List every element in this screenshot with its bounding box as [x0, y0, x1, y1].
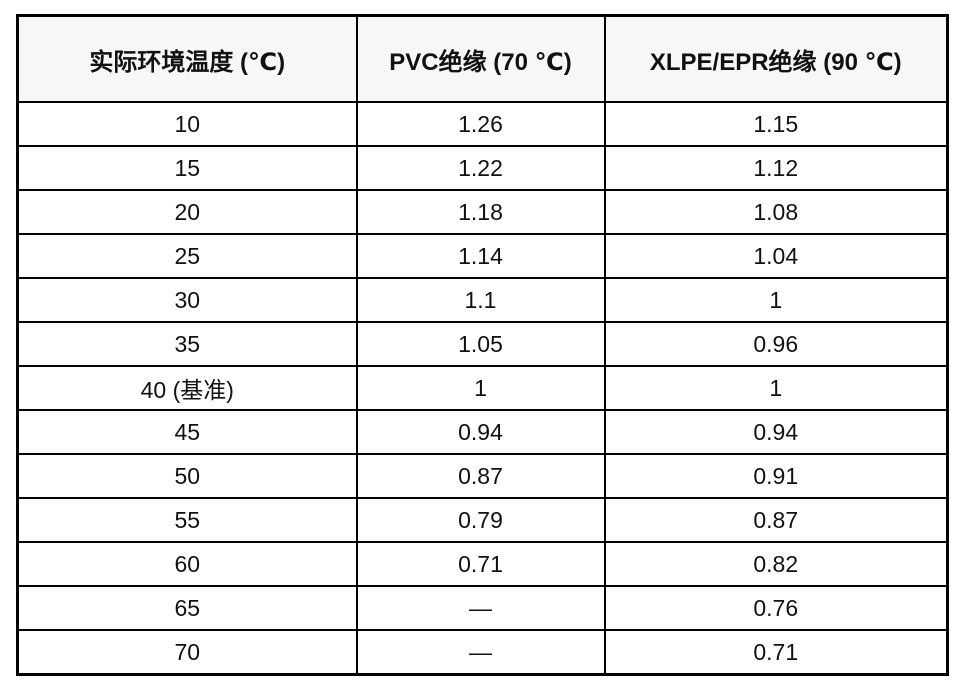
table-row: 55 0.79 0.87 [16, 497, 949, 543]
factor-cell: 1.12 [603, 145, 949, 191]
temperature-cell: 55 [16, 497, 358, 543]
temperature-cell: 60 [16, 541, 358, 587]
factor-cell: 1.26 [355, 101, 606, 147]
table-row: 65—0.76 [16, 585, 949, 631]
factor-cell: 1 [355, 365, 606, 411]
table-row: 25 1.14 1.04 [16, 233, 949, 279]
column-header-pvc-insulation: PVC绝缘 (70 ℃) [355, 14, 606, 103]
column-header-ambient-temperature: 实际环境温度 (℃) [16, 14, 358, 103]
table-row: 60 0.71 0.82 [16, 541, 949, 587]
factor-cell: 1.22 [355, 145, 606, 191]
factor-cell: — [355, 629, 606, 676]
table-row: 15 1.22 1.12 [16, 145, 949, 191]
factor-cell: 0.96 [603, 321, 949, 367]
factor-cell: — [355, 585, 606, 631]
factor-cell: 1.14 [355, 233, 606, 279]
factor-cell: 0.71 [355, 541, 606, 587]
factor-cell: 0.91 [603, 453, 949, 499]
factor-cell: 1.08 [603, 189, 949, 235]
factor-cell: 0.82 [603, 541, 949, 587]
temperature-cell: 25 [16, 233, 358, 279]
table-body: 10 1.26 1.15 15 1.22 1.12 20 1.18 1.08 25 1.14 1.04… [16, 101, 949, 676]
factor-cell: 1.1 [355, 277, 606, 323]
temperature-cell: 70 [16, 629, 358, 676]
table-row: 10 1.26 1.15 [16, 101, 949, 147]
factor-cell: 0.94 [355, 409, 606, 455]
factor-cell: 0.71 [603, 629, 949, 676]
table-row: 50 0.87 0.91 [16, 453, 949, 499]
factor-cell: 1 [603, 365, 949, 411]
factor-cell: 0.87 [603, 497, 949, 543]
factor-cell: 1.15 [603, 101, 949, 147]
temperature-cell: 20 [16, 189, 358, 235]
table-row: 45 0.94 0.94 [16, 409, 949, 455]
column-header-xlpe-epr-insulation: XLPE/EPR绝缘 (90 ℃) [603, 14, 949, 103]
temperature-cell: 10 [16, 101, 358, 147]
temperature-cell: 35 [16, 321, 358, 367]
factor-cell: 1.04 [603, 233, 949, 279]
table-row: 70—0.71 [16, 629, 949, 676]
temperature-cell: 30 [16, 277, 358, 323]
temperature-cell: 65 [16, 585, 358, 631]
temperature-cell: 40 (基准) [16, 365, 358, 411]
factor-cell: 1 [603, 277, 949, 323]
temperature-cell: 15 [16, 145, 358, 191]
table-row: 40 (基准) 1 1 [16, 365, 949, 411]
temperature-cell: 45 [16, 409, 358, 455]
factor-cell: 0.94 [603, 409, 949, 455]
factor-cell: 0.79 [355, 497, 606, 543]
table-row: 20 1.18 1.08 [16, 189, 949, 235]
table-header-row: 实际环境温度 (℃) PVC绝缘 (70 ℃) XLPE/EPR绝缘 (90 ℃… [16, 14, 949, 103]
temperature-cell: 50 [16, 453, 358, 499]
table-row: 30 1.1 1 [16, 277, 949, 323]
factor-cell: 0.76 [603, 585, 949, 631]
factor-cell: 0.87 [355, 453, 606, 499]
factor-cell: 1.05 [355, 321, 606, 367]
temperature-correction-table: 实际环境温度 (℃) PVC绝缘 (70 ℃) XLPE/EPR绝缘 (90 ℃… [16, 14, 949, 676]
table-row: 35 1.05 0.96 [16, 321, 949, 367]
factor-cell: 1.18 [355, 189, 606, 235]
